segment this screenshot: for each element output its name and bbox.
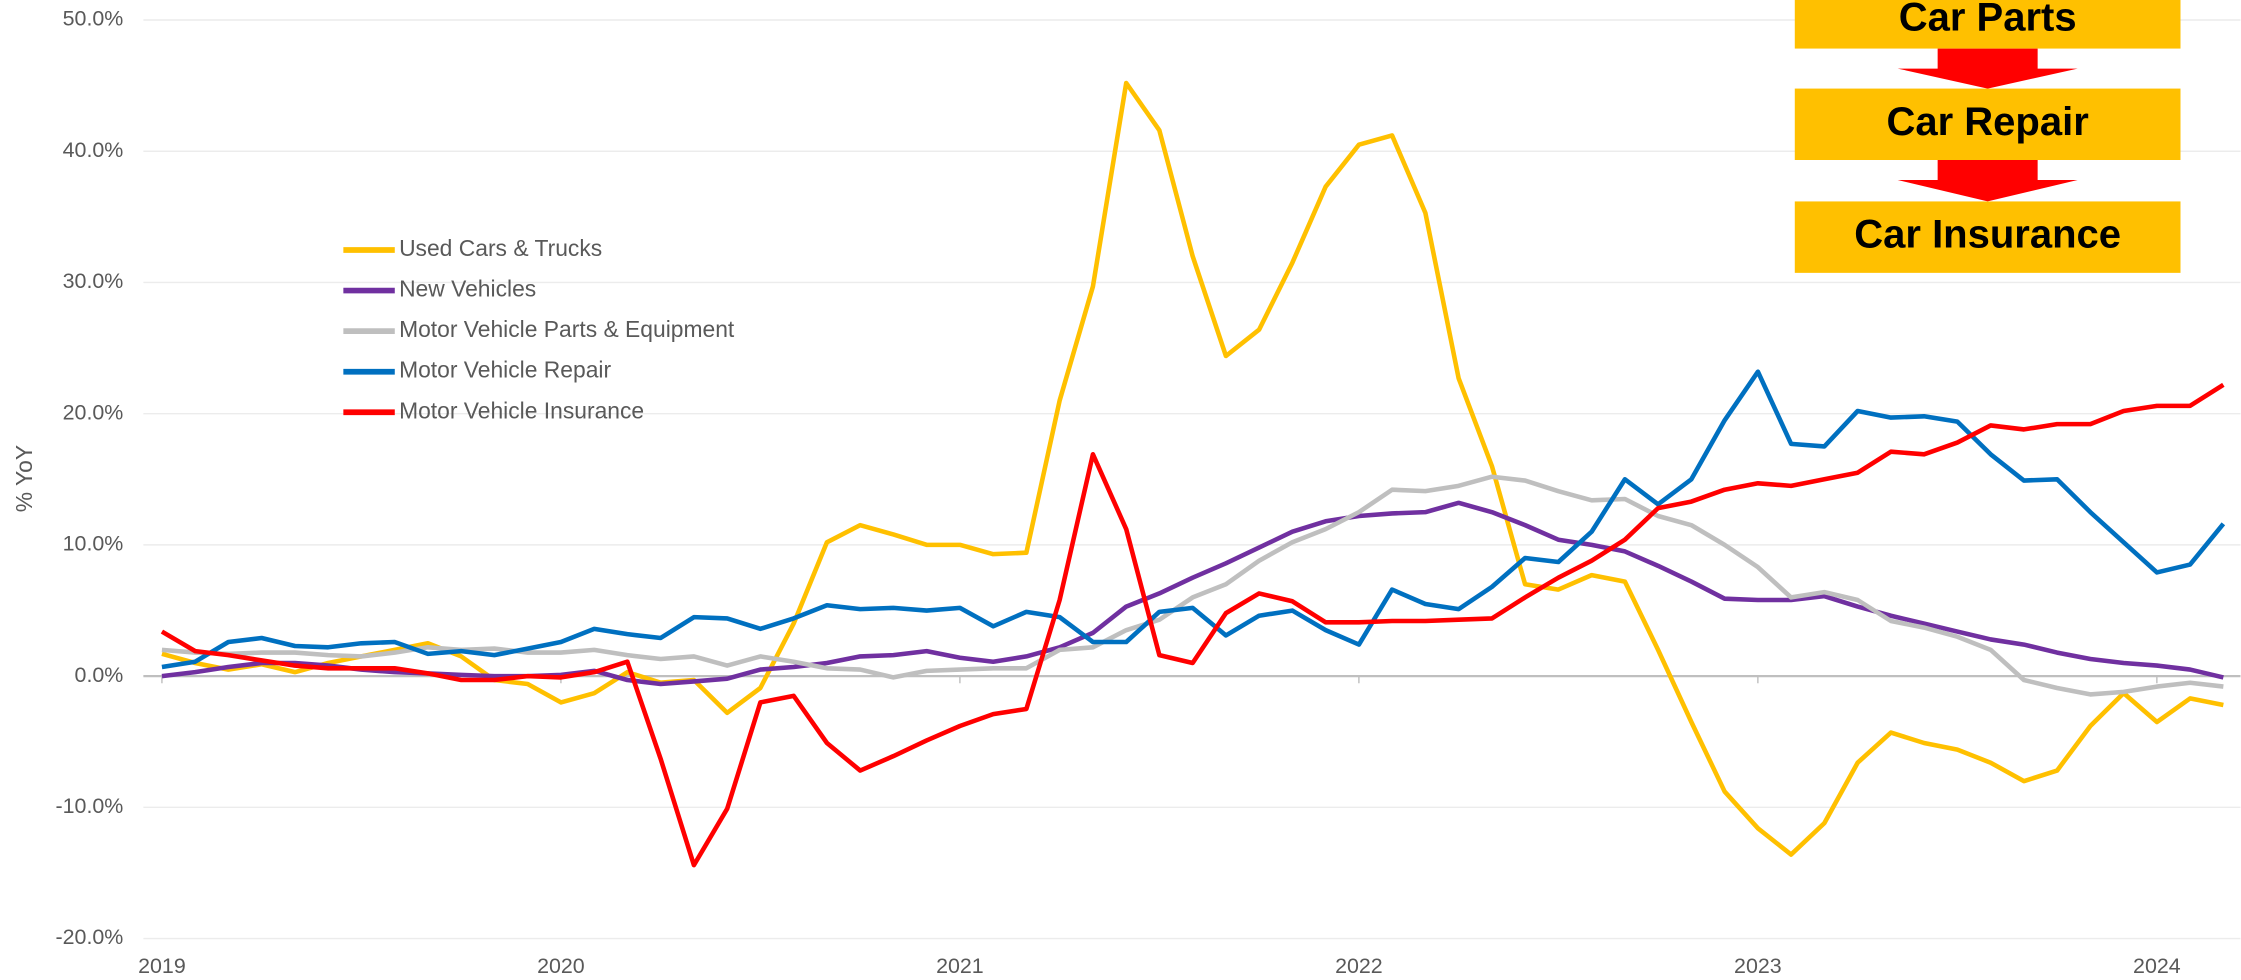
y-tick-label: -20.0% [56, 925, 124, 949]
y-tick-label: 20.0% [63, 400, 124, 424]
series-line [161, 474, 2224, 697]
annotation-arrow [1897, 48, 2078, 89]
annotation-box [1794, 88, 2181, 160]
y-tick-label: 0.0% [75, 663, 124, 687]
annotation-arrow [1897, 160, 2078, 202]
annotation-box [1794, 0, 2181, 49]
x-tick-label: 2019 [138, 954, 186, 978]
x-tick-label: 2024 [2133, 954, 2181, 978]
x-tick-label: 2022 [1335, 954, 1383, 978]
x-tick-label: 2023 [1734, 954, 1782, 978]
legend-label: Motor Vehicle Insurance [399, 397, 644, 423]
y-tick-label: 40.0% [63, 138, 124, 162]
x-tick-label: 2021 [936, 954, 984, 978]
series-line [161, 80, 2224, 857]
annotation-text: Car Insurance [1854, 213, 2121, 257]
x-tick-label: 2020 [537, 954, 585, 978]
legend-label: New Vehicles [399, 276, 536, 302]
y-tick-label: 50.0% [63, 7, 124, 31]
annotation-text: Car Repair [1886, 100, 2088, 144]
legend-label: Used Cars & Trucks [399, 235, 602, 261]
series-line [161, 500, 2224, 687]
series-line [160, 382, 2225, 868]
legend-label: Motor Vehicle Parts & Equipment [399, 316, 735, 342]
series-line [161, 369, 2226, 670]
y-axis-label: % YoY [11, 445, 37, 512]
annotation-box [1794, 201, 2181, 273]
annotation-text: Car Parts [1899, 0, 2077, 40]
legend-label: Motor Vehicle Repair [399, 357, 611, 383]
y-tick-label: 30.0% [63, 269, 124, 293]
y-tick-label: -10.0% [56, 794, 124, 818]
y-tick-label: 10.0% [63, 532, 124, 556]
